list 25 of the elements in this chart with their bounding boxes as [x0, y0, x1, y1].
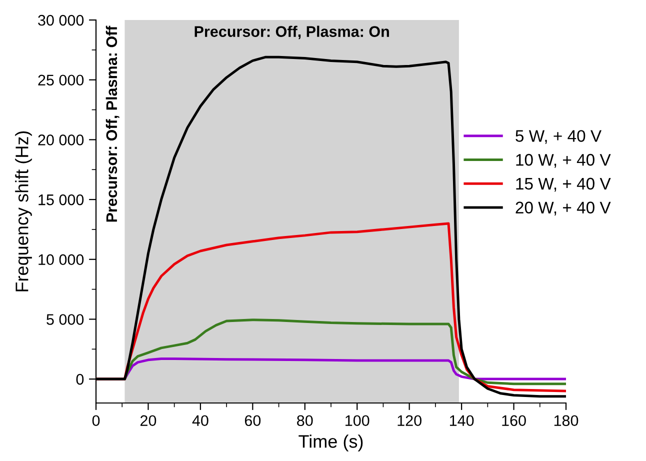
y-tick-label: 20 000 — [38, 134, 84, 146]
x-tick-label: 180 — [554, 415, 578, 426]
x-tick-label: 20 — [140, 415, 156, 426]
x-tick-label: 160 — [502, 415, 526, 426]
y-tick-label: 15 000 — [38, 194, 84, 206]
y-tick-label: 30 000 — [38, 14, 84, 26]
x-tick-label: 80 — [297, 415, 313, 426]
x-tick-label: 0 — [92, 415, 100, 426]
y-tick-label: 0 — [76, 374, 84, 385]
y-axis-title: Frequency shift (Hz) — [15, 131, 32, 292]
legend-label: 5 W, + 40 V — [516, 130, 602, 144]
legend-label: 15 W, + 40 V — [516, 178, 611, 192]
annotation: Precursor: Off, Plasma: Off — [106, 26, 120, 222]
y-tick-label: 25 000 — [38, 74, 84, 86]
x-tick-label: 60 — [244, 415, 261, 426]
y-tick-label: 10 000 — [38, 254, 84, 266]
band-label: Precursor: Off, Plasma: On — [194, 26, 389, 40]
legend-label: 10 W, + 40 V — [516, 154, 611, 168]
x-tick-label: 100 — [346, 415, 370, 426]
x-tick-label: 140 — [450, 415, 474, 426]
legend-label: 20 W, + 40 V — [516, 202, 611, 216]
x-tick-label: 40 — [192, 415, 208, 426]
x-axis-title: Time (s) — [298, 434, 363, 452]
y-tick-label: 5 000 — [46, 314, 84, 325]
x-tick-label: 120 — [398, 415, 422, 426]
